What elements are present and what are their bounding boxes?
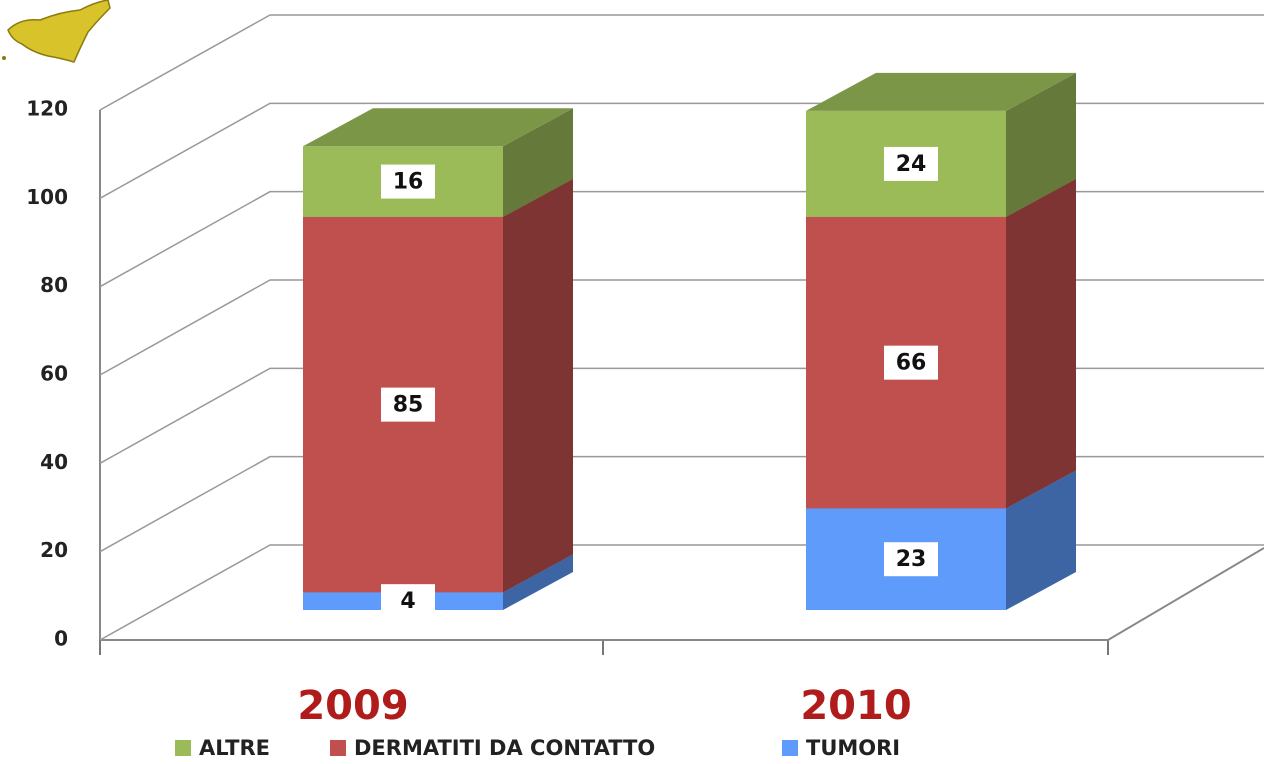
bar-side <box>1006 72 1076 217</box>
x-tick-label: 2009 <box>297 683 408 729</box>
data-label-box <box>884 542 938 577</box>
data-label-box <box>381 584 435 619</box>
y-tick-label: 100 <box>26 185 68 209</box>
region-map-icon <box>2 0 111 63</box>
bar-side <box>503 554 573 610</box>
data-label-box <box>884 345 938 380</box>
data-label-box <box>884 146 938 181</box>
legend-label: ALTRE <box>199 736 270 760</box>
data-label-box <box>381 164 435 199</box>
data-label: 4 <box>400 589 415 614</box>
bar-side <box>1006 470 1076 610</box>
legend-label: TUMORI <box>806 736 900 760</box>
bar-side <box>503 108 573 217</box>
grid-line <box>99 455 1264 553</box>
y-tick-label: 40 <box>40 450 68 474</box>
bar-side <box>1006 178 1076 509</box>
grid-line <box>99 279 1264 376</box>
legend-label: DERMATITI DA CONTATTO <box>354 736 655 760</box>
data-label: 16 <box>393 170 424 195</box>
y-tick-label: 120 <box>26 97 68 121</box>
bar-top <box>806 72 1076 111</box>
bar-side <box>503 178 573 593</box>
legend-swatch <box>175 740 191 756</box>
data-label: 24 <box>896 152 927 177</box>
y-tick-label: 60 <box>40 362 68 386</box>
grid-line <box>99 367 1264 464</box>
bar-top <box>303 108 573 147</box>
grid-line <box>99 544 1264 641</box>
legend-swatch <box>330 740 346 756</box>
data-label: 85 <box>393 393 424 418</box>
y-tick-label: 80 <box>40 273 68 297</box>
grid-line <box>99 102 1264 199</box>
y-tick-label: 20 <box>40 538 68 562</box>
data-label-box <box>381 387 435 422</box>
data-label: 66 <box>896 351 927 376</box>
grid-line <box>99 14 1264 111</box>
grid-line <box>99 190 1264 288</box>
y-tick-label: 0 <box>54 627 68 651</box>
floor-edge <box>100 547 1264 641</box>
x-tick-label: 2010 <box>800 683 911 729</box>
legend-swatch <box>782 740 798 756</box>
data-label: 23 <box>896 547 927 572</box>
